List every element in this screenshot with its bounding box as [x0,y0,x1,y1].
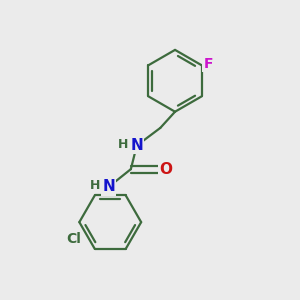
Text: Cl: Cl [67,232,82,246]
Text: N: N [130,138,143,153]
Text: H: H [117,138,128,151]
Text: N: N [102,179,115,194]
Text: O: O [159,162,172,177]
Text: F: F [203,57,213,71]
Text: H: H [89,179,100,192]
